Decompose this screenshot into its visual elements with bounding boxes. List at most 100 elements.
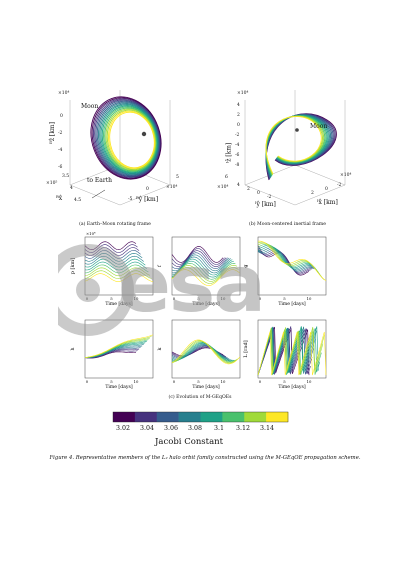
geqoe-curve	[171, 248, 225, 265]
halo-orbit	[96, 101, 160, 176]
inertial-orbit	[265, 116, 322, 175]
earth-label: to Earth	[87, 177, 113, 184]
geqoe-curve	[84, 270, 152, 280]
x-tick-label: 0	[86, 379, 89, 384]
x-tick-label: 0	[259, 379, 262, 384]
geqoe-curve	[171, 265, 238, 282]
xlabel: ᴮx̂	[56, 195, 63, 202]
moon-marker-inertial	[295, 128, 299, 132]
x-tick-label: 5	[197, 379, 200, 384]
geqoe-curve	[171, 269, 241, 286]
geqoe-curve	[84, 255, 144, 265]
x-tick-label: 0	[173, 296, 176, 301]
halo-orbit	[93, 98, 161, 179]
x-tick-label: 0	[86, 296, 89, 301]
colorbar-title: Jacobi Constant	[155, 437, 224, 447]
geqoe-curve	[84, 241, 137, 251]
geqoe-curve	[171, 339, 241, 365]
subplot-ylabel: L [rad]	[243, 340, 249, 357]
earth-arrow	[91, 189, 106, 199]
subplot-ylabel: h	[70, 347, 76, 351]
halo-orbit	[90, 96, 162, 180]
geqoe-curve	[257, 249, 313, 274]
geqoe-curve	[171, 267, 239, 284]
subplot-xlabel: Time [days]	[278, 384, 305, 390]
halo-orbit	[98, 102, 159, 176]
x-tick-label: 10	[221, 296, 226, 301]
subplot-ylabel: f	[157, 264, 163, 267]
subplot-ylabel: p [km]	[70, 258, 76, 275]
subplot-ylabel: k	[157, 347, 163, 351]
subplot-frame	[257, 236, 327, 296]
inertial-frame-axes	[244, 90, 346, 206]
caption-a: (a) Earth–Moon rotating frame	[79, 222, 151, 227]
geqoe-curve	[171, 262, 236, 280]
exp-x-b: ×10⁴	[340, 173, 352, 178]
moon-label-b: Moon	[310, 123, 328, 130]
grid-exponent: ×10⁴	[86, 231, 96, 236]
caption-b: (b) Moon-centered inertial frame	[249, 222, 326, 227]
x-tick-label: 10	[221, 379, 226, 384]
geqoe-curve	[84, 273, 154, 282]
exp-y-b: ×10⁴	[217, 185, 229, 190]
geqoe-curve	[171, 246, 224, 263]
x-tick-label: 5	[283, 379, 286, 384]
halo-orbits-inertial	[265, 113, 337, 181]
exp-z: ×10⁴	[58, 91, 70, 96]
x-tick-label: 10	[307, 296, 312, 301]
colorbar-ticks: 3.02 3.04 3.06 3.08 3.1 3.12 3.14	[115, 425, 275, 432]
geqoe-curve	[257, 248, 316, 272]
subplot-xlabel: Time [days]	[105, 384, 132, 390]
halo-orbit	[95, 100, 160, 177]
x-tick-label: 0	[259, 296, 262, 301]
panel-rotating-frame: ×10⁴ Moon to Earth ᴮẑ [km] 0 -2 -4 -6 ×1…	[40, 90, 190, 220]
caption-c: (c) Evolution of M-GEqOEs	[168, 395, 232, 400]
geqoe-curve	[257, 331, 327, 376]
geqoe-curve	[257, 247, 311, 275]
geqoe-curve	[257, 243, 322, 277]
geqoe-curve	[257, 240, 327, 281]
subplot-ylabel: g	[243, 264, 249, 268]
geqoe-curve	[171, 250, 227, 267]
geqoe-curve	[257, 249, 314, 273]
subplot-xlabel: Time [days]	[105, 301, 132, 307]
x-tick-label: 5	[110, 296, 113, 301]
geqoe-curve	[171, 254, 230, 272]
geqoe-curve	[84, 334, 154, 358]
halo-orbit	[91, 97, 162, 179]
halo-orbit	[94, 99, 161, 178]
geqoe-curve	[257, 241, 325, 281]
ylabel-b: ᴵŷ [km]	[255, 201, 276, 208]
geqoe-curve	[257, 245, 319, 273]
subplot-frame	[171, 319, 241, 379]
moon-label: Moon	[81, 103, 99, 110]
x-tick-label: 10	[134, 379, 139, 384]
geqoe-curve	[171, 342, 234, 362]
rotating-frame-axes	[69, 90, 171, 206]
moon-marker	[141, 131, 147, 137]
exp-y: ×10⁴	[166, 185, 178, 190]
geqoe-curve	[257, 245, 321, 275]
x-tick-label: 0	[173, 379, 176, 384]
halo-orbit	[99, 103, 159, 175]
x-tick-label: 10	[134, 296, 139, 301]
halo-orbit	[109, 111, 155, 169]
geqoe-curve	[171, 252, 228, 270]
ylabel: ᴮŷ [km]	[136, 196, 159, 203]
subplot-frame	[257, 319, 327, 379]
x-tick-label: 5	[110, 379, 113, 384]
panel-inertial-frame: ×10⁴ Moon ᴵẑ [km] 4 2 0 -2 -4 -6 -8 ×10⁴…	[215, 90, 360, 220]
geqoe-curve	[172, 341, 236, 363]
halo-orbits-rotating	[90, 96, 162, 180]
xlabel-b: ᴵx̂ [km]	[317, 199, 338, 206]
figure-caption: Figure 4. Representative members of the …	[49, 455, 361, 461]
exp-z-b: ×10⁴	[237, 91, 249, 96]
exp-x: ×10⁵	[46, 181, 58, 186]
subplot-xlabel: Time [days]	[192, 384, 219, 390]
subplot-xlabel: Time [days]	[278, 301, 305, 307]
x-tick-label: 5	[197, 296, 200, 301]
x-tick-label: 5	[283, 296, 286, 301]
subplot-xlabel: Time [days]	[192, 301, 219, 307]
subplot-frame	[171, 236, 241, 296]
